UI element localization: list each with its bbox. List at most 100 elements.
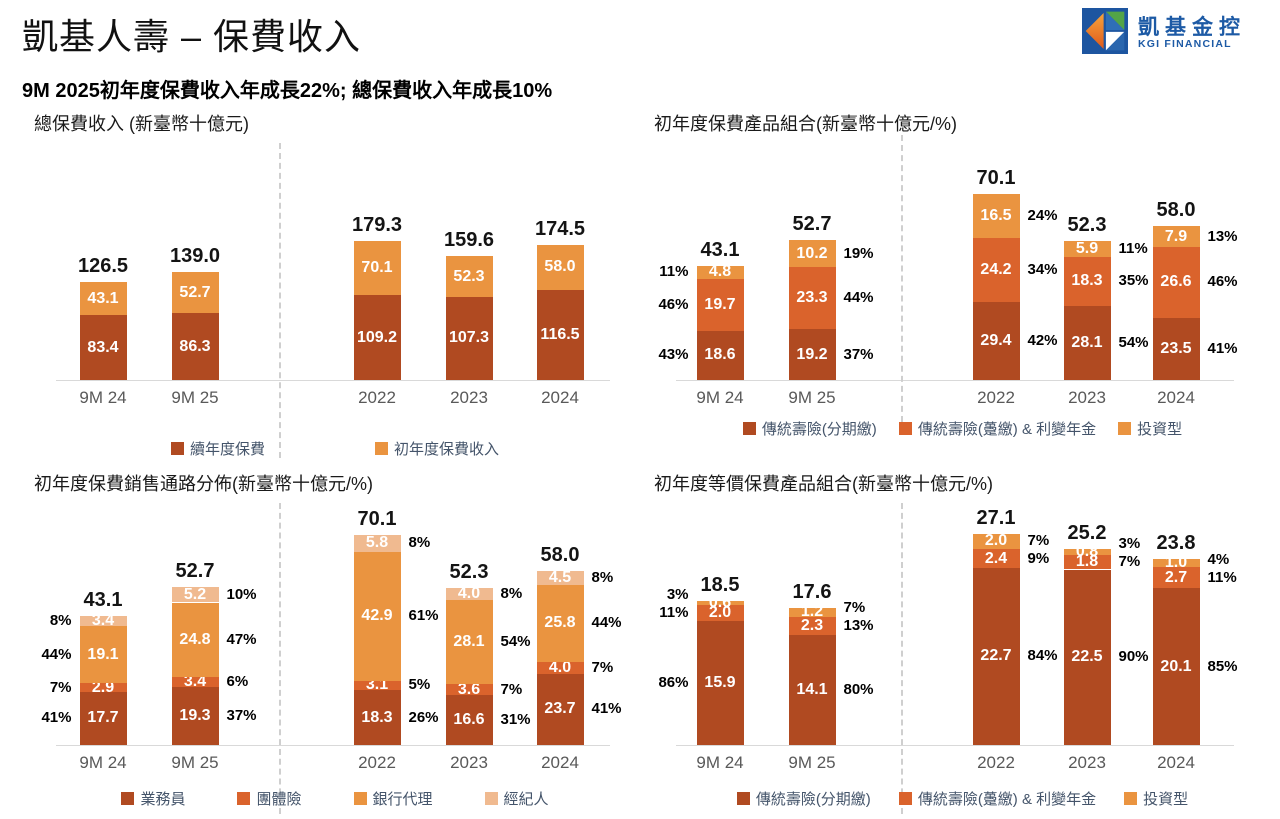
percent-label: 8% [500, 585, 523, 603]
chart-title: 初年度保費產品組合(新臺幣十億元/%) [654, 114, 957, 134]
legend-swatch [170, 442, 184, 455]
percent-label: 35% [1118, 272, 1149, 290]
bar-segment [171, 687, 219, 745]
chart-plot-area: 15.9 2.0 0.6 86% 11% 3% 18.5 9M 24 14.1 2.3 1.2 80%… [650, 470, 1275, 819]
x-axis-label: 2024 [1157, 753, 1195, 772]
x-axis-label: 2022 [358, 753, 396, 772]
group-separator-line [901, 503, 903, 814]
bar-segment [788, 329, 836, 380]
legend-label: 傳統壽險(分期繳) [755, 791, 871, 808]
bar-total-label: 52.3 [449, 561, 489, 584]
legend-swatch [375, 442, 388, 455]
bar-segment [1152, 317, 1200, 380]
legend-item: 傳統壽險(躉繳) & 利變年金 [898, 788, 1096, 809]
x-axis-line [56, 745, 610, 746]
bar-value-label: 24.8 [179, 630, 211, 648]
percent-label: 90% [1118, 648, 1149, 666]
bar-segment [536, 661, 584, 674]
group-separator-line [901, 135, 903, 432]
bar-total-label: 174.5 [534, 217, 586, 240]
bar-total-label: 43.1 [700, 238, 740, 261]
legend-swatch [898, 792, 912, 805]
x-axis-label: 9M 24 [696, 753, 744, 772]
bar-segment [1063, 569, 1111, 745]
bar-value-label: 52.7 [179, 283, 211, 301]
bar-total-label: 58.0 [540, 544, 580, 566]
chart-title: 初年度保費銷售通路分佈(新臺幣十億元/%) [34, 474, 373, 494]
percent-label: 3% [1118, 535, 1141, 553]
bar-segment [171, 602, 219, 677]
percent-label: 13% [1207, 227, 1238, 245]
legend-item: 經紀人 [484, 788, 549, 809]
bar-total-label: 139.0 [169, 245, 221, 268]
bar-value-label: 43.1 [87, 289, 119, 307]
x-axis-label: 9M 24 [79, 388, 127, 407]
bar-value-label: 4.0 [548, 658, 572, 676]
percent-label: 54% [500, 633, 531, 651]
bar-segment [1063, 549, 1111, 556]
bar-segment [696, 330, 744, 380]
legend-label: 傳統壽險(躉繳) & 利變年金 [917, 421, 1097, 438]
bar-segment [788, 617, 836, 636]
bar-value-label: 2.7 [1164, 568, 1188, 586]
bar-segment [353, 241, 401, 296]
bar-total-label: 18.5 [700, 573, 740, 596]
x-axis-label: 9M 24 [79, 753, 127, 772]
legend-item: 傳統壽險(躉繳) & 利變年金 [898, 418, 1097, 439]
bar-total-label: 70.1 [357, 507, 397, 530]
bar-segment [536, 289, 584, 380]
x-axis-label: 9M 25 [788, 753, 836, 772]
x-axis-line [676, 380, 1234, 381]
chart-first-year-equivalent-premium-product-mix: 初年度等價保費產品組合(新臺幣十億元/%) 15.9 2.0 0.6 86% 11% 3%… [650, 470, 1275, 819]
percent-label: 7% [1118, 553, 1141, 571]
bar-value-label: 42.9 [361, 607, 393, 625]
bar-value-label: 1.0 [1164, 554, 1188, 572]
bar-value-label: 4.5 [548, 568, 572, 586]
bar-segment [696, 265, 744, 279]
chart-legend: 業務員 團體險 銀行代理 經紀人 [30, 788, 640, 809]
percent-label: 3% [666, 586, 689, 604]
bar-total-label: 179.3 [351, 214, 403, 237]
bar-value-label: 3.6 [457, 680, 481, 698]
bar-value-label: 19.3 [179, 707, 211, 725]
brand-name-zh: 凱基金控 [1138, 16, 1246, 40]
bar-value-label: 0.6 [708, 594, 732, 612]
percent-label: 24% [1027, 207, 1058, 225]
bar-value-label: 52.3 [453, 267, 485, 285]
percent-label: 26% [408, 708, 439, 726]
bar-segment [788, 240, 836, 268]
percent-label: 85% [1207, 657, 1238, 675]
bar-value-label: 1.8 [1075, 553, 1099, 571]
percent-label: 8% [408, 534, 431, 552]
bar-segment [445, 600, 493, 685]
x-axis-label: 2022 [977, 388, 1015, 407]
percent-label: 7% [49, 678, 72, 696]
bar-segment [536, 244, 584, 290]
bar-value-label: 23.7 [544, 700, 576, 718]
bar-segment [972, 549, 1020, 568]
bar-value-label: 2.3 [800, 617, 824, 635]
x-axis-label: 2023 [1068, 388, 1106, 407]
legend-label: 投資型 [1143, 791, 1189, 808]
percent-label: 61% [408, 607, 439, 625]
legend-item: 投資型 [1118, 418, 1182, 439]
kgi-logo: 凱基金控 KGI FINANCIAL [1082, 8, 1246, 59]
bar-value-label: 2.0 [708, 604, 732, 622]
percent-label: 6% [226, 673, 249, 690]
chart-title: 總保費收入 (新臺幣十億元) [34, 114, 249, 134]
bar-segment [79, 615, 127, 626]
legend-swatch [353, 792, 367, 805]
chart-legend: 傳統壽險(分期繳) 傳統壽險(躉繳) & 利變年金 投資型 [650, 418, 1275, 439]
bar-value-label: 58.0 [544, 258, 576, 276]
percent-label: 7% [843, 599, 866, 617]
x-axis-label: 2023 [450, 753, 488, 772]
legend-swatch [736, 792, 750, 805]
bar-segment [79, 281, 127, 316]
percent-label: 46% [658, 295, 689, 313]
percent-label: 37% [843, 345, 874, 363]
bar-value-label: 20.1 [1160, 657, 1192, 675]
percent-label: 19% [843, 244, 874, 262]
percent-label: 8% [591, 568, 614, 586]
percent-label: 54% [1118, 333, 1149, 351]
bar-value-label: 24.2 [980, 261, 1012, 279]
